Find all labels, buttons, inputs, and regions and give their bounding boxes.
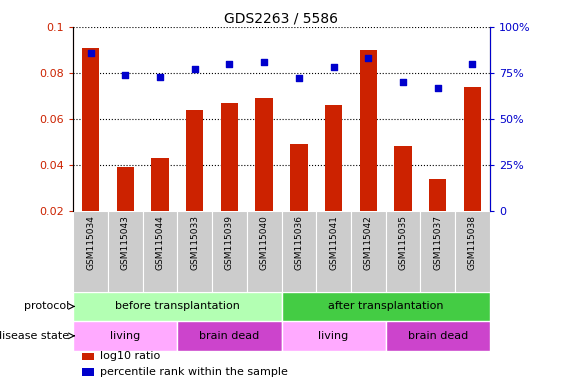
Bar bbox=[282, 292, 490, 321]
Bar bbox=[186, 110, 203, 211]
Text: GSM115041: GSM115041 bbox=[329, 215, 338, 270]
Bar bbox=[82, 353, 94, 360]
Point bbox=[399, 79, 408, 85]
Bar bbox=[386, 321, 490, 351]
Bar bbox=[455, 211, 490, 292]
Bar bbox=[177, 211, 212, 292]
Bar bbox=[429, 179, 446, 211]
Text: before transplantation: before transplantation bbox=[115, 301, 240, 311]
Point bbox=[294, 75, 303, 81]
Bar bbox=[256, 98, 273, 211]
Bar bbox=[73, 211, 108, 292]
Text: after transplantation: after transplantation bbox=[328, 301, 444, 311]
Bar bbox=[82, 368, 94, 376]
Bar bbox=[325, 105, 342, 211]
Text: log10 ratio: log10 ratio bbox=[100, 351, 160, 361]
Text: brain dead: brain dead bbox=[199, 331, 260, 341]
Bar bbox=[221, 103, 238, 211]
Bar bbox=[117, 167, 134, 211]
Text: disease state: disease state bbox=[0, 331, 69, 341]
Text: GSM115038: GSM115038 bbox=[468, 215, 477, 270]
Bar bbox=[290, 144, 307, 211]
Text: GSM115043: GSM115043 bbox=[121, 215, 129, 270]
Text: percentile rank within the sample: percentile rank within the sample bbox=[100, 367, 288, 377]
Text: living: living bbox=[110, 331, 140, 341]
Point bbox=[190, 66, 199, 72]
Bar bbox=[142, 211, 177, 292]
Bar bbox=[316, 211, 351, 292]
Bar bbox=[82, 48, 99, 211]
Bar bbox=[360, 50, 377, 211]
Text: GSM115034: GSM115034 bbox=[86, 215, 95, 270]
Bar bbox=[73, 321, 177, 351]
Point bbox=[260, 59, 269, 65]
Point bbox=[468, 61, 477, 67]
Bar bbox=[464, 87, 481, 211]
Point bbox=[434, 84, 443, 91]
Title: GDS2263 / 5586: GDS2263 / 5586 bbox=[225, 12, 338, 26]
Text: GSM115039: GSM115039 bbox=[225, 215, 234, 270]
Bar bbox=[151, 158, 169, 211]
Point bbox=[225, 61, 234, 67]
Point bbox=[120, 72, 129, 78]
Bar bbox=[212, 211, 247, 292]
Bar bbox=[386, 211, 421, 292]
Bar bbox=[282, 321, 386, 351]
Bar bbox=[177, 321, 282, 351]
Text: protocol: protocol bbox=[24, 301, 69, 311]
Text: GSM115035: GSM115035 bbox=[399, 215, 408, 270]
Point bbox=[329, 64, 338, 70]
Point bbox=[364, 55, 373, 61]
Text: GSM115033: GSM115033 bbox=[190, 215, 199, 270]
Text: living: living bbox=[319, 331, 348, 341]
Text: GSM115040: GSM115040 bbox=[260, 215, 269, 270]
Text: GSM115036: GSM115036 bbox=[294, 215, 303, 270]
Bar bbox=[351, 211, 386, 292]
Bar bbox=[394, 146, 412, 211]
Text: GSM115037: GSM115037 bbox=[434, 215, 442, 270]
Bar bbox=[108, 211, 142, 292]
Point bbox=[155, 73, 164, 79]
Text: brain dead: brain dead bbox=[408, 331, 468, 341]
Point bbox=[86, 50, 95, 56]
Bar bbox=[282, 211, 316, 292]
Text: GSM115044: GSM115044 bbox=[155, 215, 164, 270]
Bar bbox=[247, 211, 282, 292]
Bar bbox=[73, 292, 282, 321]
Text: GSM115042: GSM115042 bbox=[364, 215, 373, 270]
Bar bbox=[421, 211, 455, 292]
